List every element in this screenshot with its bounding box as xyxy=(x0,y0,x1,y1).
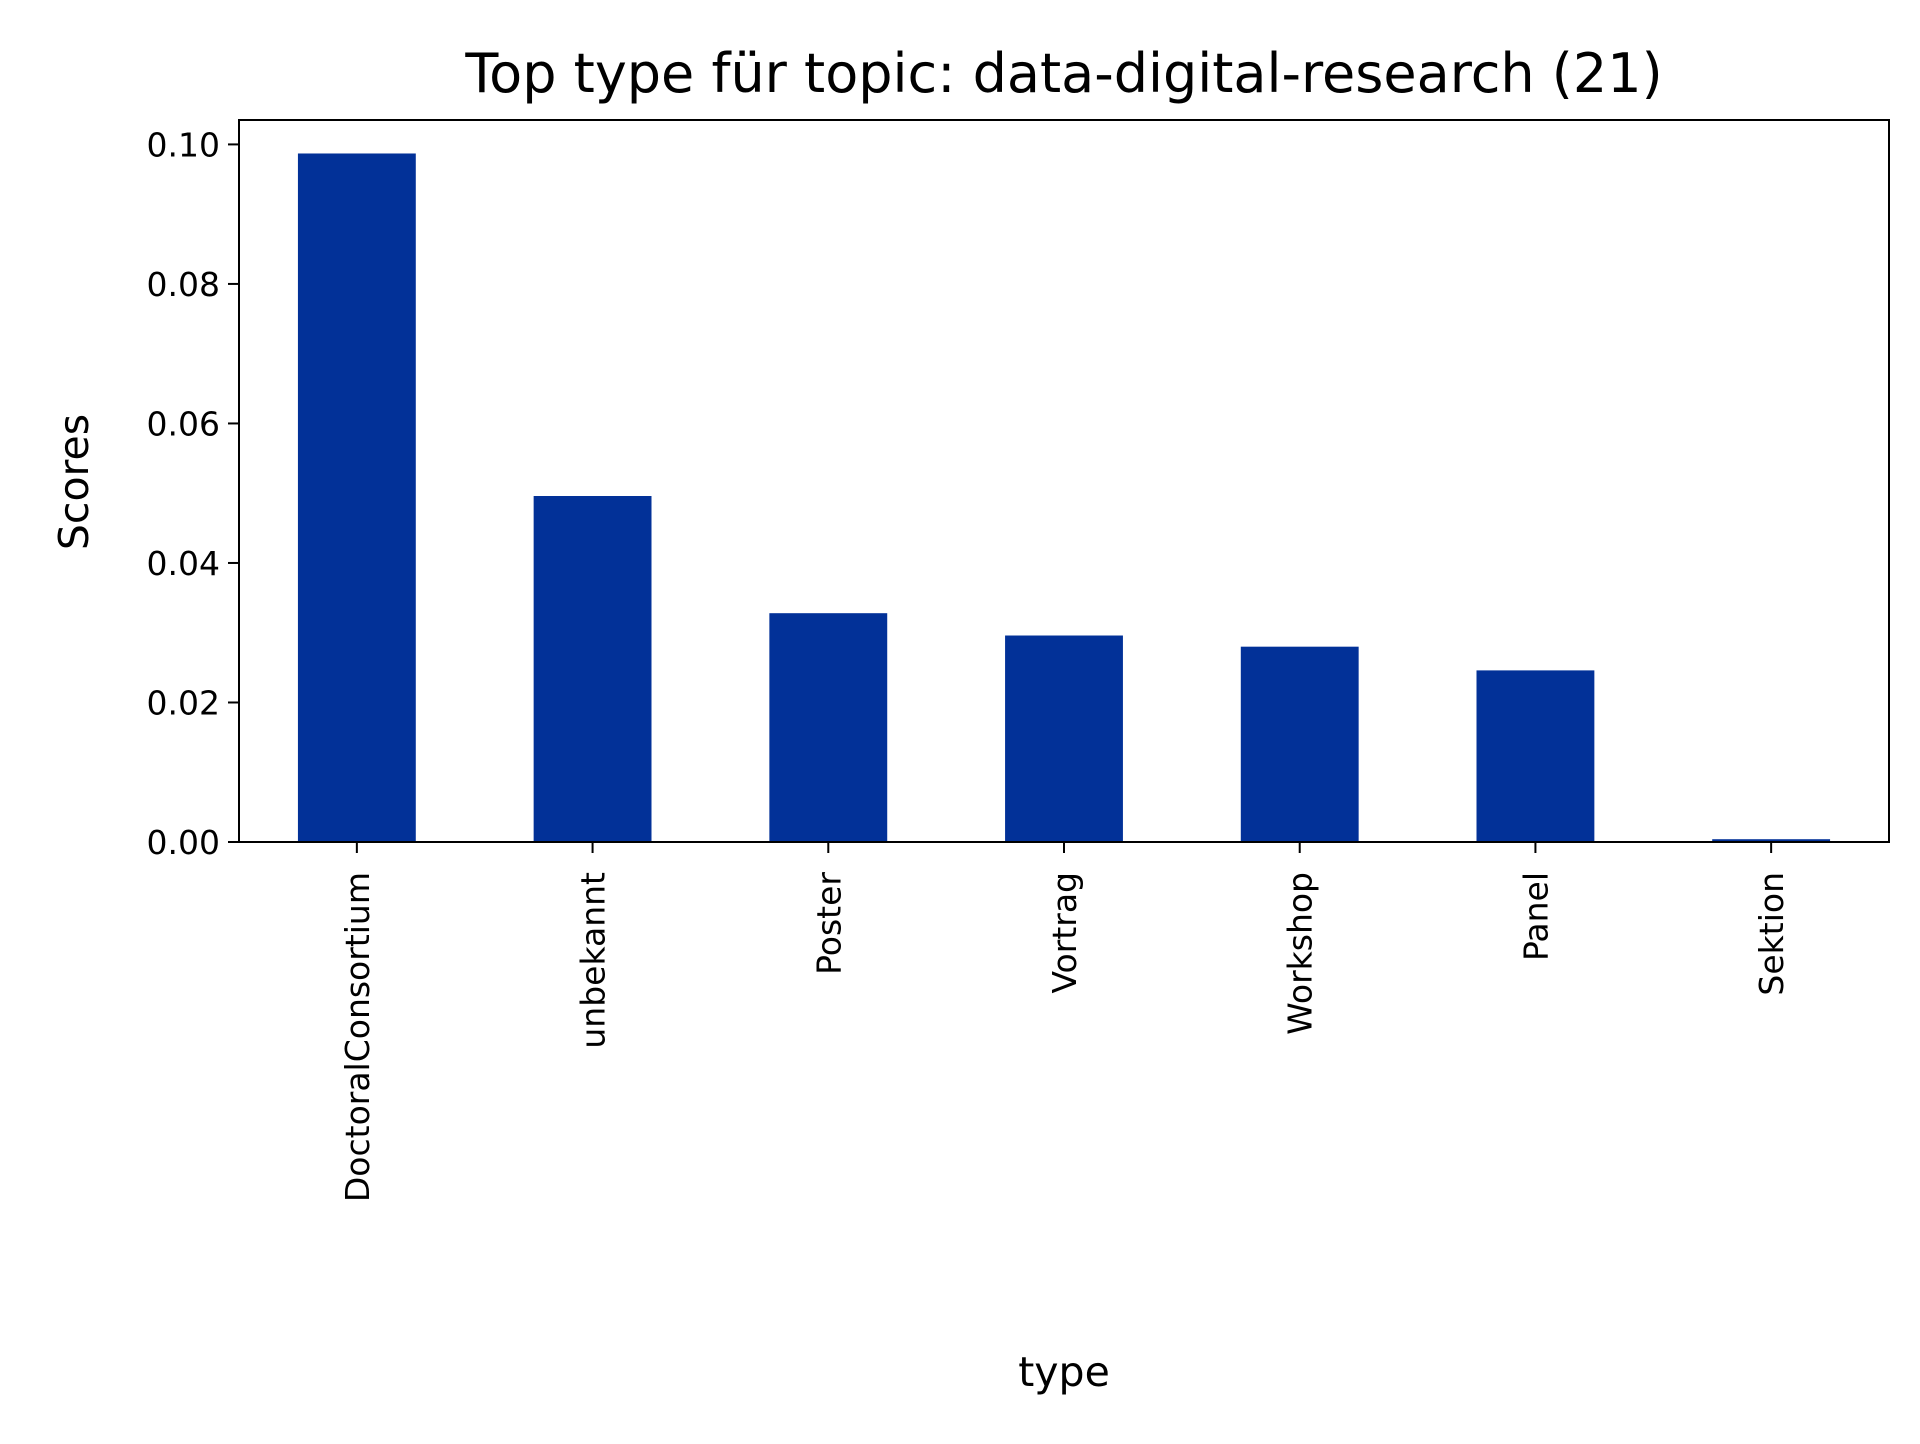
bar-poster xyxy=(769,613,888,842)
y-axis-title: Scores xyxy=(50,414,98,550)
bars-group xyxy=(297,153,1831,843)
x-tick-label: Panel xyxy=(1516,872,1555,961)
y-axis: 0.00 0.02 0.04 0.06 0.08 0.10 xyxy=(147,125,239,862)
bar-panel xyxy=(1476,670,1595,842)
x-tick-label: Vortrag xyxy=(1045,872,1084,993)
x-tick-label: DoctoralConsortium xyxy=(338,872,377,1202)
bar-doctoralconsortium xyxy=(297,153,416,843)
x-tick-label: Sektion xyxy=(1752,872,1791,996)
x-tick-label: unbekannt xyxy=(574,872,613,1049)
y-tick-label: 0.04 xyxy=(147,544,220,583)
bar-unbekannt xyxy=(533,496,652,842)
chart-title: Top type für topic: data-digital-researc… xyxy=(464,42,1662,105)
x-tick-label: Workshop xyxy=(1281,872,1320,1035)
bar-sektion xyxy=(1712,839,1831,842)
y-tick-label: 0.00 xyxy=(147,823,220,862)
bar-workshop xyxy=(1240,646,1359,842)
y-tick-label: 0.02 xyxy=(147,684,220,723)
y-tick-label: 0.10 xyxy=(147,125,220,164)
x-tick-label: Poster xyxy=(809,872,848,975)
x-axis-title: type xyxy=(1018,1348,1110,1396)
x-axis: DoctoralConsortium unbekannt Poster Vortrag… xyxy=(338,842,1791,1202)
y-tick-label: 0.06 xyxy=(147,404,220,443)
bar-vortrag xyxy=(1005,635,1123,842)
y-tick-label: 0.08 xyxy=(147,265,220,304)
